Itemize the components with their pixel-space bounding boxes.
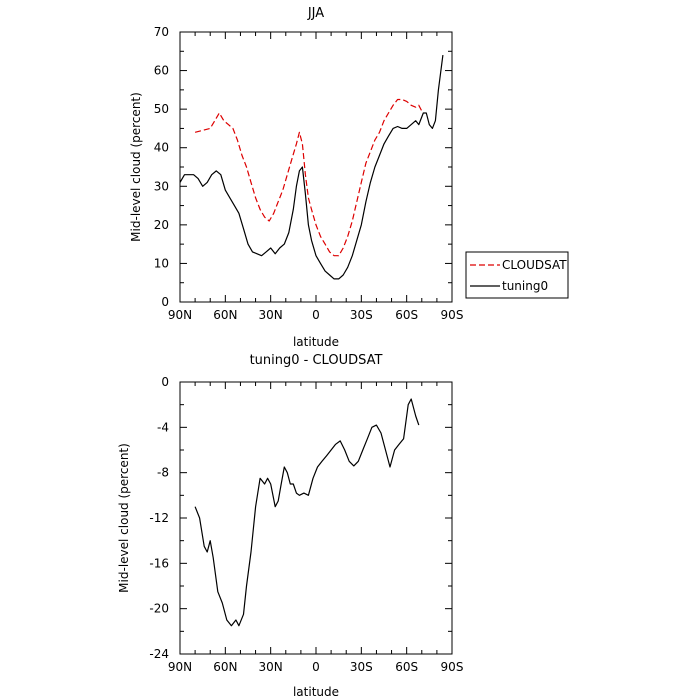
top-axis-ticks: 90N 60N 30N 0 30S 60S 90S 0 10 20 30 40 50 60 70 xyxy=(154,25,464,322)
bottom-y-tick-label: -24 xyxy=(149,647,169,661)
bottom-y-axis-label: Mid-level cloud (percent) xyxy=(117,443,131,593)
bottom-x-tick-label: 60N xyxy=(213,660,237,674)
top-y-tick-label: 70 xyxy=(154,25,169,39)
top-plot-frame xyxy=(179,31,453,303)
top-series-line-tuning0 xyxy=(179,55,444,280)
bottom-y-tick-label: -8 xyxy=(157,466,169,480)
top-x-tick-label: 30S xyxy=(350,308,373,322)
legend-label-cloudsat: CLOUDSAT xyxy=(502,258,567,272)
bottom-chart-title: tuning0 - CLOUDSAT xyxy=(250,353,383,368)
bottom-axis-ticks: 90N 60N 30N 0 30S 60S 90S -24 -20 -16 -12 -8 -4 0 xyxy=(149,375,463,674)
legend-box xyxy=(465,251,569,299)
bottom-y-tick-label: 0 xyxy=(161,375,169,389)
top-y-tick-label: 40 xyxy=(154,141,169,155)
bottom-x-tick-label: 0 xyxy=(312,660,320,674)
bottom-series-line-difference xyxy=(194,398,420,627)
bottom-x-tick-label: 60S xyxy=(395,660,418,674)
bottom-x-axis-label: latitude xyxy=(293,685,339,699)
top-y-tick-label: 10 xyxy=(154,256,169,270)
bottom-chart-panel: tuning0 - CLOUDSAT latitude Mid-level cl… xyxy=(117,353,463,699)
bottom-plot-frame xyxy=(179,381,453,655)
bottom-y-tick-label: -4 xyxy=(157,420,169,434)
bottom-y-tick-label: -12 xyxy=(149,511,169,525)
legend: CLOUDSAT tuning0 xyxy=(465,251,569,299)
top-series-line-cloudsat xyxy=(194,98,423,257)
top-series-lines xyxy=(179,55,444,280)
top-x-axis-label: latitude xyxy=(293,335,339,349)
top-x-tick-label: 60S xyxy=(395,308,418,322)
top-x-tick-label: 90N xyxy=(168,308,192,322)
bottom-x-tick-label: 90N xyxy=(168,660,192,674)
top-y-tick-label: 0 xyxy=(161,295,169,309)
legend-label-tuning0: tuning0 xyxy=(502,279,548,293)
top-chart-panel: JJA latitude Mid-level cloud (percent) 9… xyxy=(129,6,463,349)
top-y-tick-label: 30 xyxy=(154,179,169,193)
bottom-x-tick-label: 90S xyxy=(441,660,464,674)
top-x-tick-label: 0 xyxy=(312,308,320,322)
bottom-series-lines xyxy=(194,398,420,627)
top-x-tick-label: 60N xyxy=(213,308,237,322)
top-y-tick-label: 60 xyxy=(154,64,169,78)
bottom-y-tick-label: -20 xyxy=(149,602,169,616)
top-y-tick-label: 50 xyxy=(154,102,169,116)
top-x-tick-label: 30N xyxy=(259,308,283,322)
top-y-axis-label: Mid-level cloud (percent) xyxy=(129,92,143,242)
bottom-x-tick-label: 30N xyxy=(259,660,283,674)
top-y-tick-label: 20 xyxy=(154,218,169,232)
bottom-y-tick-label: -16 xyxy=(149,556,169,570)
top-x-tick-label: 90S xyxy=(441,308,464,322)
bottom-x-tick-label: 30S xyxy=(350,660,373,674)
top-chart-title: JJA xyxy=(307,6,324,21)
